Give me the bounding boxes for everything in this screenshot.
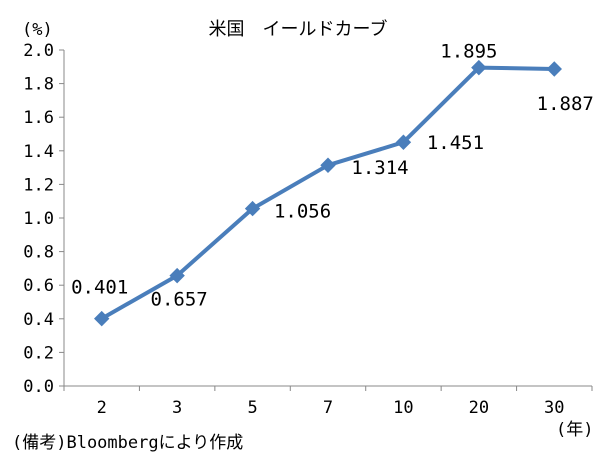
y-tick-label: 1.6	[23, 108, 54, 128]
data-point-marker	[169, 267, 185, 284]
data-label: 1.895	[440, 41, 497, 63]
y-tick-label: 2.0	[23, 41, 54, 61]
data-point-marker	[395, 134, 412, 150]
data-point-marker	[471, 59, 487, 76]
y-tick-label: 0.6	[23, 276, 54, 296]
data-point-marker	[244, 200, 261, 217]
data-label: 0.657	[151, 289, 208, 311]
data-label: 0.401	[71, 277, 128, 299]
data-label: 1.056	[274, 201, 331, 223]
y-tick-label: 1.4	[23, 142, 54, 162]
x-tick-label: 3	[172, 398, 182, 418]
y-tick-label: 0.0	[23, 377, 54, 397]
y-tick-label: 1.2	[23, 175, 54, 195]
y-tick-label: 0.4	[23, 310, 54, 330]
x-axis-unit-label: (年)	[556, 420, 593, 440]
x-tick-label: 2	[97, 398, 107, 418]
series-line	[100, 65, 555, 321]
chart-title: 米国 イールドカーブ	[209, 18, 388, 40]
y-tick-label: 1.8	[23, 75, 54, 95]
source-note: (備考)Bloombergにより作成	[12, 433, 243, 453]
y-tick-label: 1.0	[23, 209, 54, 229]
y-tick-label: 0.8	[23, 243, 54, 263]
x-tick-label: 10	[393, 398, 413, 418]
data-point-marker	[320, 157, 336, 173]
data-point-marker	[546, 61, 562, 77]
y-tick-label: 0.2	[23, 343, 54, 363]
x-tick-label: 7	[323, 398, 333, 418]
data-point-marker	[94, 310, 110, 327]
data-label: 1.887	[537, 93, 594, 115]
y-axis-unit-label: (%)	[22, 20, 53, 40]
data-label: 1.451	[427, 132, 484, 154]
x-tick-label: 30	[544, 398, 564, 418]
x-tick-label: 5	[247, 398, 257, 418]
data-label: 1.314	[351, 157, 408, 179]
x-tick-label: 20	[469, 398, 489, 418]
